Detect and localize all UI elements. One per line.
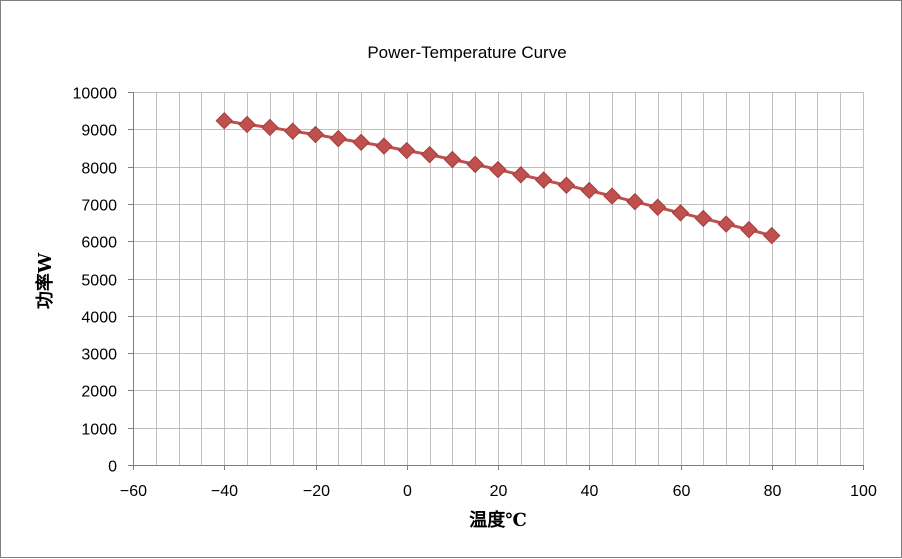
data-point-marker bbox=[420, 145, 439, 164]
data-point-marker bbox=[489, 160, 507, 179]
data-point-marker bbox=[215, 112, 233, 130]
grid bbox=[133, 92, 864, 466]
y-tick-label: 10000 bbox=[73, 86, 118, 103]
x-tick-label: −40 bbox=[211, 483, 238, 500]
chart-title: Power-Temperature Curve bbox=[367, 43, 566, 62]
y-tick-label: 4000 bbox=[81, 310, 117, 327]
y-tick-label: 8000 bbox=[81, 161, 117, 178]
x-tick-label: 80 bbox=[764, 483, 782, 500]
y-tick-label: 0 bbox=[108, 459, 117, 476]
data-point-marker bbox=[398, 141, 416, 160]
data-point-marker bbox=[534, 171, 553, 189]
data-point-marker bbox=[557, 176, 576, 194]
data-point-marker bbox=[626, 192, 644, 211]
x-axis-title: 温度℃ bbox=[469, 509, 527, 531]
data-point-marker bbox=[352, 133, 370, 152]
data-point-marker bbox=[694, 209, 713, 228]
data-point-marker bbox=[306, 125, 325, 144]
y-tick-label: 9000 bbox=[81, 123, 117, 140]
y-axis-title: 功率W bbox=[34, 252, 56, 309]
x-tick-label: −60 bbox=[120, 483, 147, 500]
data-point-marker bbox=[375, 137, 393, 155]
y-tick-label: 5000 bbox=[81, 273, 117, 290]
data-point-marker bbox=[671, 204, 690, 222]
data-point-marker bbox=[512, 166, 530, 184]
data-point-marker bbox=[261, 118, 279, 137]
x-tick-label: 60 bbox=[673, 483, 691, 500]
data-point-marker bbox=[329, 129, 348, 148]
y-tick-label: 6000 bbox=[81, 235, 117, 252]
data-point-marker bbox=[443, 150, 462, 169]
y-tick-labels: 0 1000 2000 3000 4000 5000 6000 7000 8000 9000 100… bbox=[73, 86, 118, 476]
data-point-marker bbox=[717, 215, 735, 233]
data-series bbox=[215, 112, 781, 245]
x-tick-label: 0 bbox=[403, 483, 412, 500]
data-point-marker bbox=[238, 115, 256, 134]
x-tick-label: 20 bbox=[490, 483, 508, 500]
data-point-marker bbox=[648, 198, 667, 216]
data-point-marker bbox=[466, 155, 484, 174]
data-point-marker bbox=[603, 187, 621, 205]
y-tick-label: 3000 bbox=[81, 347, 117, 364]
y-tick-label: 2000 bbox=[81, 384, 117, 401]
axes bbox=[128, 92, 864, 470]
x-tick-label: 100 bbox=[850, 483, 877, 500]
data-point-marker bbox=[580, 181, 598, 200]
data-point-marker bbox=[283, 122, 302, 140]
x-tick-label: 40 bbox=[581, 483, 599, 500]
y-tick-label: 7000 bbox=[81, 198, 117, 215]
y-tick-label: 1000 bbox=[81, 422, 117, 439]
x-tick-labels: −60 −40 −20 0 20 40 60 80 100 bbox=[120, 483, 877, 500]
data-point-marker bbox=[740, 220, 758, 239]
x-tick-label: −20 bbox=[303, 483, 330, 500]
data-point-marker bbox=[763, 226, 781, 245]
